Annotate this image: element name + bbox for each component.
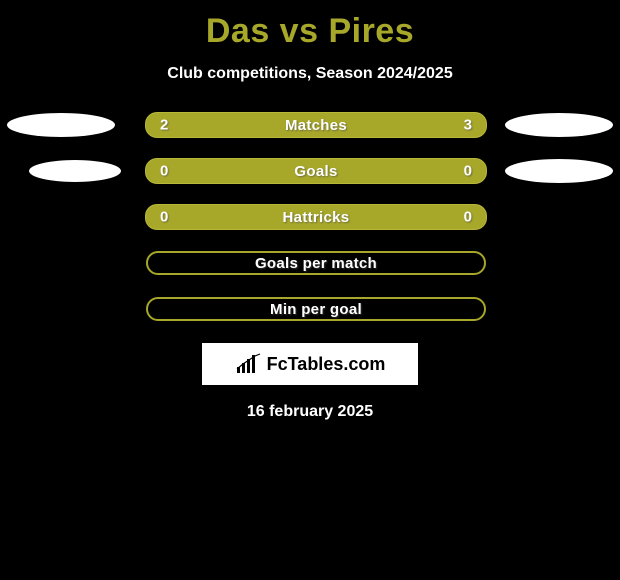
- stats-card: Das vs Pires Club competitions, Season 2…: [0, 12, 620, 421]
- stat-bar-goals-per-match: Goals per match: [146, 251, 486, 275]
- stat-value-left: 0: [160, 163, 168, 180]
- stats-rows: 2 Matches 3 0 Goals 0 0 Hattricks: [0, 113, 620, 321]
- stat-value-right: 0: [464, 209, 472, 226]
- spacer: [504, 251, 612, 275]
- player-badge-right: [505, 113, 613, 137]
- logo-box[interactable]: FcTables.com: [202, 343, 418, 385]
- stat-label: Min per goal: [270, 301, 362, 318]
- logo: FcTables.com: [235, 353, 386, 375]
- spacer: [7, 205, 115, 229]
- stat-label: Goals: [294, 163, 337, 180]
- logo-text: FcTables.com: [267, 354, 386, 375]
- stat-bar-min-per-goal: Min per goal: [146, 297, 486, 321]
- player-badge-left: [7, 113, 115, 137]
- stat-label: Hattricks: [283, 209, 350, 226]
- subtitle: Club competitions, Season 2024/2025: [0, 65, 620, 83]
- stat-value-right: 3: [464, 117, 472, 134]
- stat-bar-hattricks: 0 Hattricks 0: [145, 204, 487, 230]
- player-badge-right: [505, 159, 613, 183]
- stat-value-left: 0: [160, 209, 168, 226]
- stat-row: 0 Goals 0: [0, 159, 620, 183]
- stat-row: 2 Matches 3: [0, 113, 620, 137]
- spacer: [8, 251, 116, 275]
- stat-label: Goals per match: [255, 255, 377, 272]
- stat-label: Matches: [285, 117, 347, 134]
- stat-row: Min per goal: [0, 297, 620, 321]
- stat-value-right: 0: [464, 163, 472, 180]
- stat-row: 0 Hattricks 0: [0, 205, 620, 229]
- bars-icon: [235, 353, 263, 375]
- spacer: [504, 297, 612, 321]
- date-text: 16 february 2025: [0, 403, 620, 421]
- stat-value-left: 2: [160, 117, 168, 134]
- spacer: [505, 205, 613, 229]
- spacer: [8, 297, 116, 321]
- stat-row: Goals per match: [0, 251, 620, 275]
- stat-bar-matches: 2 Matches 3: [145, 112, 487, 138]
- page-title: Das vs Pires: [0, 12, 620, 51]
- player-badge-left: [29, 160, 121, 182]
- stat-bar-goals: 0 Goals 0: [145, 158, 487, 184]
